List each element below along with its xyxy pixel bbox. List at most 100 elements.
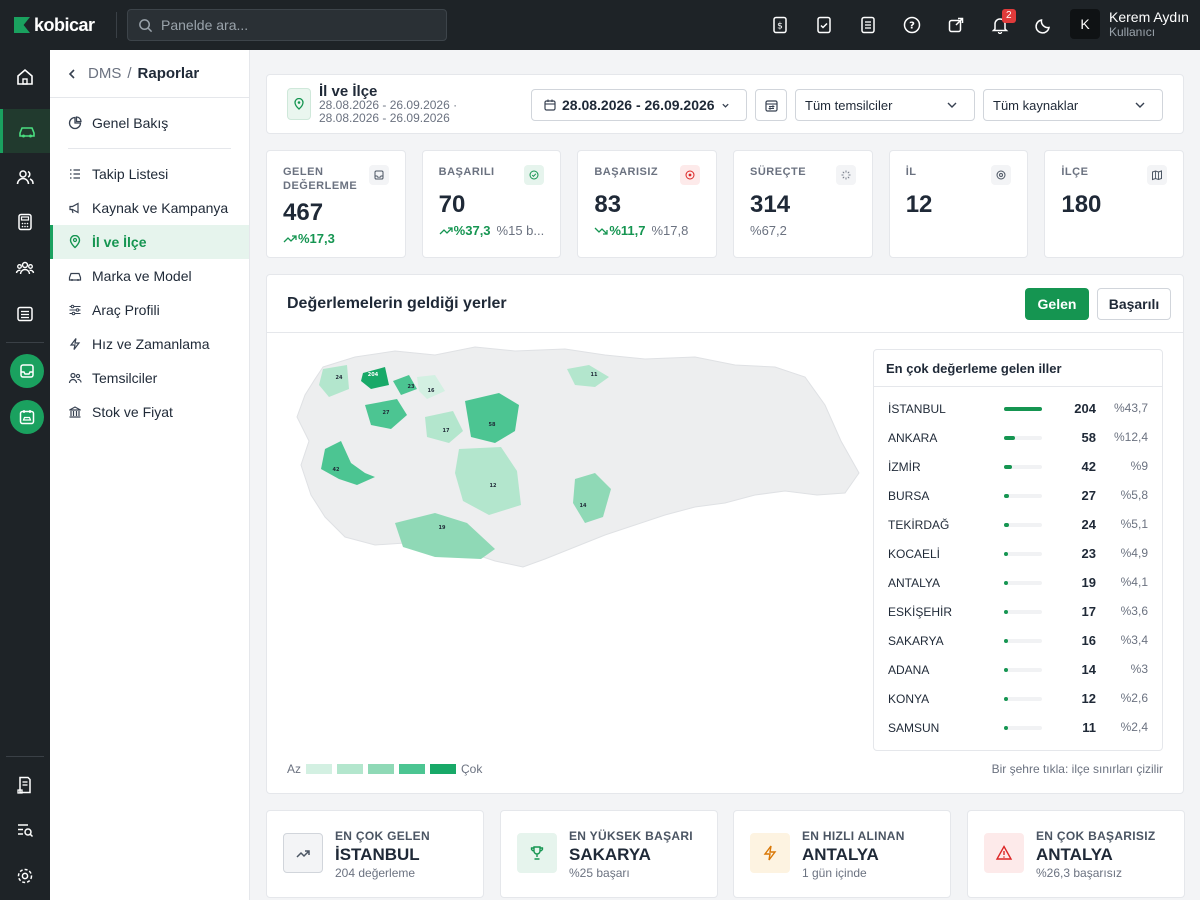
- highlight-sub: 1 gün içinde: [802, 866, 867, 880]
- subnav-item[interactable]: Hız ve Zamanlama: [50, 327, 249, 361]
- top-city-row[interactable]: ANTALYA 19 %4,1: [874, 567, 1162, 596]
- list-check-icon: [70, 169, 80, 179]
- theme-toggle[interactable]: [1022, 0, 1066, 50]
- calculator-icon: [18, 213, 32, 231]
- highlight-sub: %26,3 başarısız: [1036, 866, 1123, 880]
- top-city-row[interactable]: ADANA 14 %3: [874, 654, 1162, 683]
- svg-text:$: $: [777, 22, 783, 32]
- incoming-toggle-button[interactable]: Gelen: [1025, 288, 1089, 320]
- source-select[interactable]: Tüm kaynaklar: [983, 89, 1163, 121]
- subnav-item[interactable]: Takip Listesi: [50, 157, 249, 191]
- province-ankara[interactable]: [465, 393, 519, 443]
- rail-customers[interactable]: [0, 155, 50, 199]
- city-percent: %12,4: [1113, 430, 1148, 444]
- subnav-item[interactable]: Kaynak ve Kampanya: [50, 191, 249, 225]
- top-city-row[interactable]: İZMİR 42 %9: [874, 451, 1162, 480]
- kpi-value: 180: [1061, 191, 1102, 218]
- report-icon: [17, 776, 31, 794]
- highlight-icon-box: [750, 833, 790, 873]
- top-city-row[interactable]: ANKARA 58 %12,4: [874, 422, 1162, 451]
- rail-home[interactable]: [0, 55, 50, 99]
- top-city-row[interactable]: SAKARYA 16 %3,4: [874, 625, 1162, 654]
- search-box[interactable]: [127, 9, 447, 41]
- subnav-item[interactable]: Marka ve Model: [50, 259, 249, 293]
- province-bursa[interactable]: [365, 399, 407, 429]
- city-share-bar: [1004, 581, 1042, 585]
- brand-logo[interactable]: kobicar: [0, 15, 116, 36]
- breadcrumb-separator: /: [127, 65, 132, 82]
- rail-team[interactable]: [0, 246, 50, 290]
- compare-calendar-button[interactable]: [755, 89, 787, 121]
- kpi-icon-box: [991, 165, 1012, 185]
- map-label: 58: [489, 422, 496, 428]
- rail-inbox[interactable]: [10, 354, 44, 388]
- success-toggle-button[interactable]: Başarılı: [1097, 288, 1171, 320]
- breadcrumb-root[interactable]: DMS: [88, 65, 122, 82]
- province-izmir[interactable]: [321, 441, 375, 485]
- top-city-row[interactable]: KOCAELİ 23 %4,9: [874, 538, 1162, 567]
- chevron-left-icon[interactable]: [66, 68, 78, 80]
- rail-calculator[interactable]: [0, 200, 50, 244]
- rail-list[interactable]: [0, 292, 50, 336]
- external-link-button[interactable]: [934, 0, 978, 50]
- representative-select-value: Tüm temsilciler: [805, 97, 893, 113]
- top-city-row[interactable]: KONYA 12 %2,6: [874, 683, 1162, 712]
- kpi-card: GELEN DEĞERLEME 467 %17,3: [266, 150, 406, 258]
- top-city-row[interactable]: TEKİRDAĞ 24 %5,1: [874, 509, 1162, 538]
- kpi-extra: %15 b...: [496, 223, 545, 238]
- map-legend: Az Çok: [287, 762, 482, 776]
- svg-text:?: ?: [909, 21, 915, 32]
- city-count: 12: [1081, 691, 1096, 706]
- subnav-item[interactable]: İl ve İlçe: [50, 225, 249, 259]
- map-label: 24: [336, 375, 343, 381]
- province-eskisehir[interactable]: [425, 411, 463, 443]
- city-count: 24: [1081, 517, 1096, 532]
- province-edirne[interactable]: [319, 365, 349, 397]
- province-sakarya[interactable]: [417, 375, 445, 399]
- legend-swatch: [368, 764, 395, 774]
- city-share-bar: [1004, 610, 1042, 614]
- map-pin-icon: [69, 235, 81, 249]
- kpi-footer: %67,2: [750, 223, 856, 238]
- province-antalya[interactable]: [395, 513, 495, 559]
- notes-button[interactable]: [846, 0, 890, 50]
- kpi-footer: %17,3: [283, 231, 389, 246]
- province-konya[interactable]: [455, 447, 521, 515]
- province-kocaeli[interactable]: [393, 375, 417, 395]
- kpi-trend-value: %11,7: [609, 223, 646, 238]
- rail-settings[interactable]: [0, 854, 50, 898]
- rail-vehicles[interactable]: [0, 109, 50, 153]
- city-share-bar: [1004, 436, 1042, 440]
- top-city-row[interactable]: BURSA 27 %5,8: [874, 480, 1162, 509]
- clipboard-check-icon: [817, 16, 831, 34]
- representative-select[interactable]: Tüm temsilciler: [795, 89, 975, 121]
- province-istanbul[interactable]: [361, 367, 389, 389]
- notifications-button[interactable]: 2: [978, 0, 1022, 50]
- top-divider: [116, 12, 117, 38]
- city-share-fill: [1004, 697, 1008, 701]
- subnav-item-label: Hız ve Zamanlama: [92, 336, 210, 352]
- province-samsun[interactable]: [567, 365, 609, 387]
- help-button[interactable]: ?: [890, 0, 934, 50]
- province-adana[interactable]: [573, 473, 611, 523]
- search-input[interactable]: [161, 17, 421, 33]
- top-city-row[interactable]: İSTANBUL 204 %43,7: [874, 393, 1162, 422]
- rail-calendar-car[interactable]: [10, 400, 44, 434]
- subnav-item-overview[interactable]: Genel Bakış: [50, 106, 249, 140]
- invoice-button[interactable]: $: [758, 0, 802, 50]
- bolt-icon: [763, 845, 777, 861]
- top-city-row[interactable]: ESKİŞEHİR 17 %3,6: [874, 596, 1162, 625]
- subnav-item[interactable]: Stok ve Fiyat: [50, 395, 249, 429]
- subnav-item[interactable]: Araç Profili: [50, 293, 249, 327]
- map-label: 11: [591, 372, 598, 378]
- rail-search-list[interactable]: [0, 808, 50, 852]
- date-range-picker[interactable]: 28.08.2026 - 26.09.2026: [531, 89, 747, 121]
- task-button[interactable]: [802, 0, 846, 50]
- subnav-item[interactable]: Temsilciler: [50, 361, 249, 395]
- turkey-map[interactable]: 24 204 23 16 11 27 17 58 42 12 14 19: [285, 345, 863, 577]
- city-share-fill: [1004, 639, 1008, 643]
- user-menu[interactable]: K Kerem Aydın Kullanıcı: [1070, 9, 1189, 39]
- users-icon: [16, 170, 34, 185]
- rail-reports[interactable]: [0, 763, 50, 807]
- top-city-row[interactable]: SAMSUN 11 %2,4: [874, 712, 1162, 741]
